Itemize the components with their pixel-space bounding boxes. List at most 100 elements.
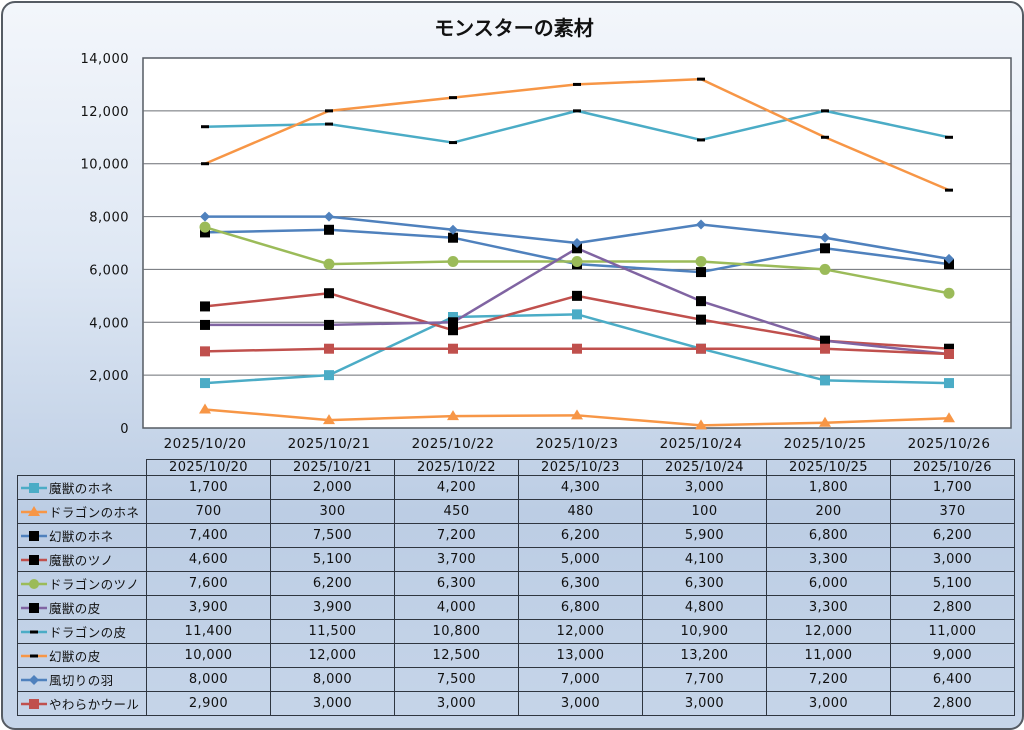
data-point-marker (821, 109, 829, 113)
data-point-marker (821, 135, 829, 139)
series-9 (200, 211, 954, 264)
table-cell: 1,700 (890, 475, 1015, 500)
table-cell: 7,500 (394, 667, 519, 692)
table-cell: 7,200 (394, 523, 519, 548)
data-point-marker (944, 378, 954, 389)
data-point-marker (325, 122, 333, 126)
series-name: ドラゴンのホネ (49, 505, 140, 520)
table-cell: 8,000 (270, 667, 395, 692)
table-cell: 6,300 (518, 571, 643, 596)
table-cell: 6,200 (270, 571, 395, 596)
table-cell: 4,100 (642, 547, 767, 572)
y-tick-label: 14,000 (81, 52, 130, 67)
data-point-marker (944, 343, 954, 354)
table-row: 魔獣のツノ 4,600 5,100 3,700 5,000 4,100 3,300 3,000 (17, 547, 1015, 572)
series-name: ドラゴンの皮 (49, 625, 127, 640)
table-cell: 4,300 (518, 475, 643, 500)
series-name: 風切りの羽 (49, 673, 114, 688)
table-cell: 9,000 (890, 643, 1015, 668)
table-cell: 10,900 (642, 619, 767, 644)
table-cell: 8,000 (146, 667, 271, 692)
table-cell: 7,600 (146, 571, 271, 596)
legend-cell: ドラゴンのツノ (17, 571, 147, 596)
x-axis-category-labels: 2025/10/20 2025/10/21 2025/10/22 2025/10/23… (164, 436, 990, 452)
data-point-marker (945, 188, 953, 192)
data-point-marker (820, 232, 830, 243)
table-column-header: 2025/10/20 (146, 459, 271, 476)
legend-cell: 魔獣のホネ (17, 475, 147, 500)
data-point-marker (448, 317, 458, 328)
table-cell: 13,000 (518, 643, 643, 668)
table-cell: 2,000 (270, 475, 395, 500)
table-cell: 3,300 (766, 595, 891, 620)
data-point-marker (447, 410, 459, 421)
series-8 (201, 77, 953, 192)
table-cell: 700 (146, 499, 271, 524)
table-cell: 3,300 (766, 547, 891, 572)
data-point-marker (696, 267, 706, 278)
table-column-header: 2025/10/25 (766, 459, 891, 476)
data-point-marker (447, 256, 459, 267)
table-cell: 7,700 (642, 667, 767, 692)
legend-key-icon (21, 482, 47, 493)
table-row: 魔獣のホネ 1,700 2,000 4,200 4,300 3,000 1,800 1,700 (17, 475, 1015, 500)
data-point-marker (943, 287, 955, 299)
table-cell: 4,800 (642, 595, 767, 620)
data-point-marker (324, 224, 334, 235)
data-point-marker (572, 238, 582, 248)
data-point-marker (324, 288, 334, 299)
table-cell: 3,000 (394, 691, 519, 716)
data-point-marker (325, 109, 333, 113)
legend-key-icon (21, 530, 47, 541)
data-point-marker (200, 211, 210, 222)
data-point-marker (697, 77, 705, 81)
data-point-marker (820, 375, 830, 386)
table-cell: 5,900 (642, 523, 767, 548)
table-row: ドラゴンの皮 11,400 11,500 10,800 12,000 10,900 12,0… (17, 619, 1015, 644)
series-name: ドラゴンのツノ (49, 577, 140, 592)
data-point-marker (572, 243, 582, 254)
y-tick-label: 0 (120, 422, 129, 437)
table-cell: 12,000 (270, 643, 395, 668)
y-tick-label: 8,000 (89, 211, 129, 226)
table-row: ドラゴンのツノ 7,600 6,200 6,300 6,300 6,300 6,000 5,1… (17, 571, 1015, 596)
table-cell: 200 (766, 499, 891, 524)
table-cell: 6,400 (890, 667, 1015, 692)
table-cell: 6,200 (518, 523, 643, 548)
series-5 (199, 221, 955, 299)
legend-cell: やわらかウール (17, 691, 147, 716)
legend-cell: 風切りの羽 (17, 667, 147, 692)
table-cell: 370 (890, 499, 1015, 524)
x-tick-label: 2025/10/20 (164, 436, 247, 452)
data-point-marker (944, 349, 954, 359)
data-point-marker (200, 378, 210, 389)
data-point-marker (448, 312, 458, 322)
series-layer (199, 77, 955, 430)
table-cell: 4,200 (394, 475, 519, 500)
series-name: 幻獣の皮 (49, 649, 101, 664)
table-cell: 11,000 (890, 619, 1015, 644)
table-header-blank (17, 459, 147, 476)
data-point-marker (449, 96, 457, 100)
data-point-marker (449, 141, 457, 145)
series-name: 幻獣のホネ (49, 529, 114, 544)
table-column-header: 2025/10/23 (518, 459, 643, 476)
table-cell: 100 (642, 499, 767, 524)
table-column-header: 2025/10/24 (642, 459, 767, 476)
table-cell: 6,300 (642, 571, 767, 596)
legend-key-icon (21, 602, 47, 613)
data-point-marker (571, 409, 583, 420)
series-2 (199, 403, 955, 430)
x-tick-label: 2025/10/21 (288, 436, 371, 452)
data-point-marker (324, 370, 334, 381)
table-cell: 5,100 (270, 547, 395, 572)
legend-key-icon (21, 554, 47, 565)
table-column-header: 2025/10/26 (890, 459, 1015, 476)
table-cell: 7,000 (518, 667, 643, 692)
table-cell: 6,800 (766, 523, 891, 548)
table-cell: 6,200 (890, 523, 1015, 548)
data-point-marker (820, 343, 830, 354)
data-point-marker (448, 343, 458, 354)
data-point-marker (324, 343, 334, 354)
table-cell: 3,000 (518, 691, 643, 716)
